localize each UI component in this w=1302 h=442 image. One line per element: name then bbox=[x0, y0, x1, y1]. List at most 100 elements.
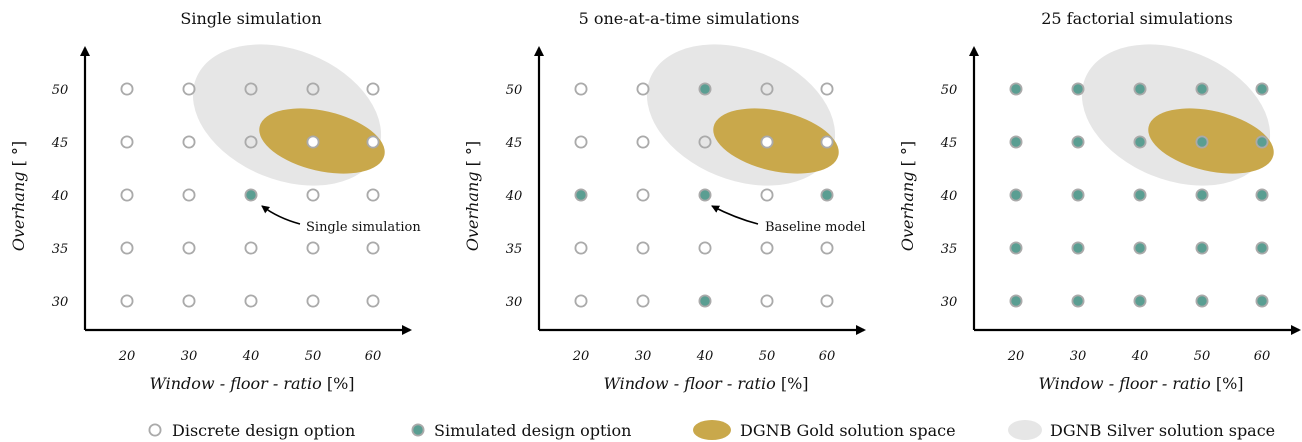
simulated-design-option bbox=[1255, 82, 1269, 96]
x-tick-label: 50 bbox=[759, 349, 776, 364]
discrete-design-option bbox=[244, 82, 258, 96]
simulated-design-option bbox=[1195, 135, 1209, 149]
y-axis-label-name: Overhang bbox=[898, 166, 917, 251]
simulated-design-option bbox=[1133, 188, 1147, 202]
simulated-design-option bbox=[1009, 294, 1023, 308]
annotation-label: Baseline model bbox=[765, 220, 866, 235]
y-axis-label-unit: [ °] bbox=[898, 141, 917, 167]
discrete-design-option bbox=[574, 294, 588, 308]
y-tick-label: 45 bbox=[940, 136, 958, 151]
discrete-design-option bbox=[636, 82, 650, 96]
y-axis-label-name: Overhang bbox=[463, 166, 482, 251]
x-tick-label: 60 bbox=[365, 349, 382, 364]
y-tick-label: 30 bbox=[52, 295, 69, 310]
x-axis-label-unit: [%] bbox=[327, 374, 355, 393]
y-tick-label: 30 bbox=[941, 295, 958, 310]
simulated-design-option bbox=[1133, 135, 1147, 149]
discrete-design-option bbox=[120, 294, 134, 308]
discrete-design-option bbox=[244, 241, 258, 255]
panels-layer: Single simulation 50 45 40 35 30 20 30 40 50 60 Win… bbox=[9, 9, 1301, 393]
gold-solution-space bbox=[713, 108, 839, 174]
annotation-arrow bbox=[261, 205, 301, 225]
simulated-design-option bbox=[1255, 188, 1269, 202]
simulated-design-option bbox=[698, 82, 712, 96]
x-tick-label: 50 bbox=[1194, 349, 1211, 364]
simulated-design-option bbox=[1009, 82, 1023, 96]
simulated-design-option bbox=[1133, 241, 1147, 255]
simulated-design-option bbox=[1009, 135, 1023, 149]
discrete-design-option bbox=[636, 294, 650, 308]
y-tick-label: 40 bbox=[505, 189, 523, 204]
filled-circle-icon bbox=[411, 423, 425, 437]
x-tick-label: 50 bbox=[305, 349, 322, 364]
y-tick-label: 35 bbox=[52, 242, 69, 257]
legend-label: DGNB Gold solution space bbox=[740, 421, 956, 440]
y-axis-label: Overhang [ °] bbox=[9, 141, 28, 251]
discrete-design-option bbox=[244, 294, 258, 308]
legend-label: DGNB Silver solution space bbox=[1050, 421, 1275, 440]
x-tick-label: 20 bbox=[118, 349, 136, 364]
simulated-design-option bbox=[1195, 294, 1209, 308]
panel-title: 25 factorial simulations bbox=[1041, 9, 1233, 28]
simulated-design-option bbox=[1133, 82, 1147, 96]
x-tick-label: 30 bbox=[181, 349, 198, 364]
discrete-design-option bbox=[574, 82, 588, 96]
gold-solution-space bbox=[1148, 108, 1274, 174]
panel-3: 25 factorial simulations 50 45 40 35 30 20 30 40… bbox=[898, 9, 1301, 393]
discrete-design-option bbox=[120, 135, 134, 149]
x-tick-label: 40 bbox=[1131, 349, 1149, 364]
discrete-design-option bbox=[820, 294, 834, 308]
discrete-design-option bbox=[366, 241, 380, 255]
x-tick-label: 60 bbox=[819, 349, 836, 364]
discrete-design-option bbox=[182, 82, 196, 96]
x-tick-label: 20 bbox=[1007, 349, 1025, 364]
y-axis-label: Overhang [ °] bbox=[898, 141, 917, 251]
simulated-design-option bbox=[1009, 241, 1023, 255]
discrete-design-option bbox=[760, 241, 774, 255]
simulated-design-option bbox=[1195, 188, 1209, 202]
discrete-design-option bbox=[182, 135, 196, 149]
panel-2: 5 one-at-a-time simulations 50 45 40 35 30 20 3… bbox=[463, 9, 866, 393]
simulated-design-option bbox=[1195, 241, 1209, 255]
simulated-design-option bbox=[1133, 294, 1147, 308]
x-axis-label-name: Window - floor - ratio bbox=[149, 374, 326, 393]
legend-label: Discrete design option bbox=[172, 421, 355, 440]
discrete-design-option bbox=[760, 294, 774, 308]
discrete-design-option bbox=[120, 241, 134, 255]
x-tick-label: 60 bbox=[1254, 349, 1271, 364]
discrete-design-option bbox=[244, 135, 258, 149]
discrete-design-option bbox=[182, 188, 196, 202]
simulated-design-option bbox=[1195, 82, 1209, 96]
simulated-design-option bbox=[698, 188, 712, 202]
x-tick-label: 40 bbox=[242, 349, 260, 364]
discrete-design-option bbox=[760, 135, 774, 149]
discrete-design-option bbox=[120, 188, 134, 202]
gold-solution-space bbox=[259, 108, 385, 174]
discrete-design-option bbox=[120, 82, 134, 96]
discrete-design-option bbox=[182, 294, 196, 308]
panel-1: Single simulation 50 45 40 35 30 20 30 40 50 60 Win… bbox=[9, 9, 421, 393]
discrete-design-option bbox=[760, 82, 774, 96]
discrete-design-option bbox=[636, 188, 650, 202]
y-tick-label: 45 bbox=[505, 136, 523, 151]
y-tick-label: 35 bbox=[506, 242, 523, 257]
x-tick-label: 20 bbox=[572, 349, 590, 364]
x-axis-label-name: Window - floor - ratio bbox=[1038, 374, 1215, 393]
x-axis-label: Window - floor - ratio [%] bbox=[1038, 374, 1243, 393]
discrete-design-option bbox=[306, 294, 320, 308]
x-axis-label: Window - floor - ratio [%] bbox=[603, 374, 808, 393]
y-axis-label-unit: [ °] bbox=[9, 141, 28, 167]
y-tick-label: 40 bbox=[940, 189, 958, 204]
y-tick-label: 35 bbox=[941, 242, 958, 257]
open-circle-icon bbox=[148, 423, 162, 437]
discrete-design-option bbox=[366, 188, 380, 202]
simulated-design-option bbox=[820, 188, 834, 202]
x-axis-label-unit: [%] bbox=[1216, 374, 1244, 393]
legend-label: Simulated design option bbox=[434, 421, 631, 440]
discrete-design-option bbox=[574, 135, 588, 149]
y-axis-label-unit: [ °] bbox=[463, 141, 482, 167]
y-tick-label: 30 bbox=[506, 295, 523, 310]
panel-title: Single simulation bbox=[180, 9, 321, 28]
discrete-design-option bbox=[366, 294, 380, 308]
